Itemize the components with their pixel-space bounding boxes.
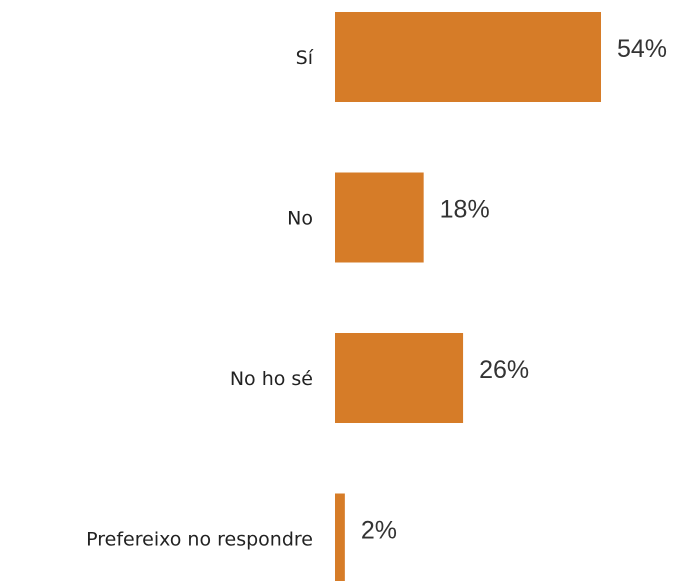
bar-no [335, 172, 424, 263]
bar-si [335, 12, 601, 102]
value-label-si: 54% [617, 35, 667, 63]
category-label-prefereixo-no-respondre: Prefereixo no respondre [86, 529, 313, 551]
category-label-si: Sí [296, 47, 314, 69]
bars [335, 12, 601, 581]
value-label-prefereixo-no-respondre: 2% [361, 517, 397, 545]
bar-prefereixo-no-respondre [335, 493, 345, 581]
value-label-no-ho-se: 26% [479, 356, 529, 384]
value-labels: 54% 18% 26% 2% [361, 35, 667, 545]
category-labels: Sí No No ho sé Prefereixo no respondre [86, 47, 314, 551]
bar-no-ho-se [335, 333, 464, 423]
value-label-no: 18% [440, 196, 490, 224]
category-label-no: No [287, 208, 313, 230]
category-label-no-ho-se: No ho sé [230, 368, 313, 390]
